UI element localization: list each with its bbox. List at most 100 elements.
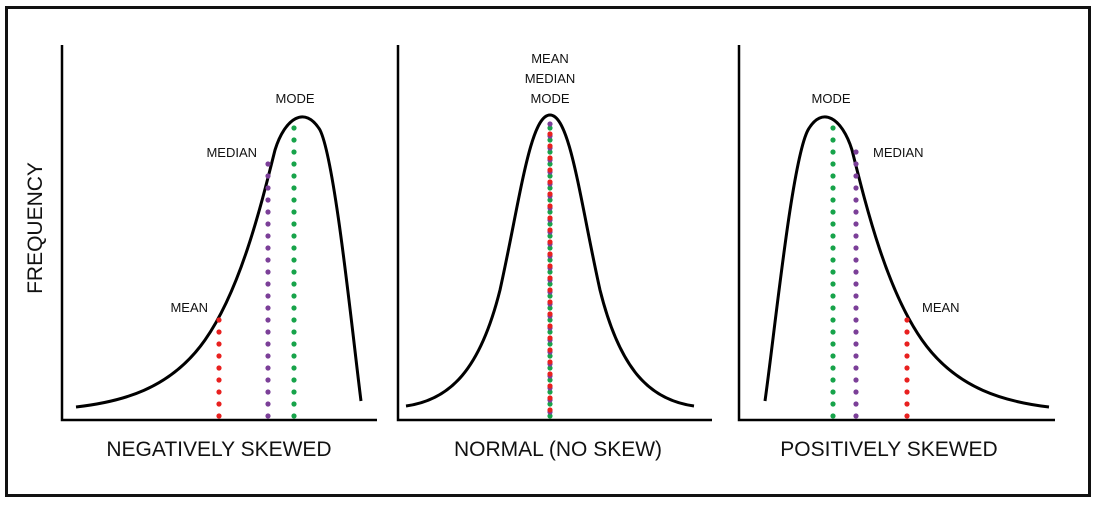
dot — [853, 293, 859, 299]
dot — [830, 365, 836, 371]
dot — [830, 329, 836, 335]
curve — [75, 115, 363, 409]
dot — [265, 257, 271, 263]
dot — [265, 281, 271, 287]
dot — [853, 317, 859, 323]
dot — [830, 161, 836, 167]
dot — [547, 293, 553, 299]
dot — [830, 185, 836, 191]
dot — [547, 287, 553, 293]
dot — [291, 245, 297, 251]
dot — [265, 377, 271, 383]
dot — [853, 221, 859, 227]
dot — [265, 161, 271, 167]
dot — [830, 149, 836, 155]
dot — [291, 197, 297, 203]
dot — [853, 329, 859, 335]
dot — [291, 401, 297, 407]
dot — [291, 341, 297, 347]
dot — [265, 305, 271, 311]
dot — [265, 413, 271, 419]
dot — [547, 179, 553, 185]
mode-label: MODE — [531, 91, 570, 106]
mode-line — [291, 125, 297, 419]
dot — [830, 293, 836, 299]
dot — [853, 341, 859, 347]
dot — [547, 377, 553, 383]
dot — [853, 353, 859, 359]
mean-label: MEAN — [531, 51, 569, 66]
dot — [547, 353, 553, 359]
dot — [547, 323, 553, 329]
dot — [547, 125, 553, 131]
dot — [547, 161, 553, 167]
dot — [904, 353, 910, 359]
dot — [291, 365, 297, 371]
dot — [216, 341, 222, 347]
dot — [547, 251, 553, 257]
dot — [291, 353, 297, 359]
dot — [853, 209, 859, 215]
dot — [830, 197, 836, 203]
dot — [547, 221, 553, 227]
dot — [265, 245, 271, 251]
dot — [904, 365, 910, 371]
dot — [904, 401, 910, 407]
dot — [830, 269, 836, 275]
axes — [60, 45, 377, 422]
dot — [547, 347, 553, 353]
dot — [830, 221, 836, 227]
panel-title: NEGATIVELY SKEWED — [106, 438, 331, 461]
dot — [291, 257, 297, 263]
dot — [547, 371, 553, 377]
dot — [265, 209, 271, 215]
dot — [830, 209, 836, 215]
dot — [547, 245, 553, 251]
axes — [737, 45, 1055, 422]
dot — [904, 317, 910, 323]
dot — [830, 125, 836, 131]
dot — [547, 227, 553, 233]
dot — [853, 401, 859, 407]
dot — [853, 161, 859, 167]
dot — [904, 389, 910, 395]
dot — [853, 257, 859, 263]
dot — [853, 377, 859, 383]
dot — [853, 413, 859, 419]
dot — [547, 401, 553, 407]
dot — [265, 317, 271, 323]
dot — [547, 143, 553, 149]
panel-title: NORMAL (NO SKEW) — [454, 438, 662, 461]
dot — [291, 377, 297, 383]
dot — [547, 239, 553, 245]
dot — [547, 365, 553, 371]
dot — [547, 335, 553, 341]
dot — [547, 167, 553, 173]
dot — [547, 233, 553, 239]
dot — [830, 233, 836, 239]
dot — [830, 245, 836, 251]
dot — [853, 245, 859, 251]
median-label: MEDIAN — [525, 71, 576, 86]
dot — [216, 413, 222, 419]
dot — [291, 233, 297, 239]
dot — [265, 329, 271, 335]
dot — [547, 209, 553, 215]
dot — [547, 395, 553, 401]
dot — [547, 383, 553, 389]
dot — [904, 413, 910, 419]
dot — [291, 185, 297, 191]
dot — [265, 389, 271, 395]
dot — [216, 377, 222, 383]
dot — [853, 365, 859, 371]
dot — [904, 377, 910, 383]
dot — [853, 197, 859, 203]
dot — [265, 233, 271, 239]
dot — [904, 329, 910, 335]
dot — [853, 281, 859, 287]
median-line — [853, 149, 859, 419]
panel-title: POSITIVELY SKEWED — [780, 438, 997, 461]
dot — [216, 401, 222, 407]
dot — [830, 389, 836, 395]
